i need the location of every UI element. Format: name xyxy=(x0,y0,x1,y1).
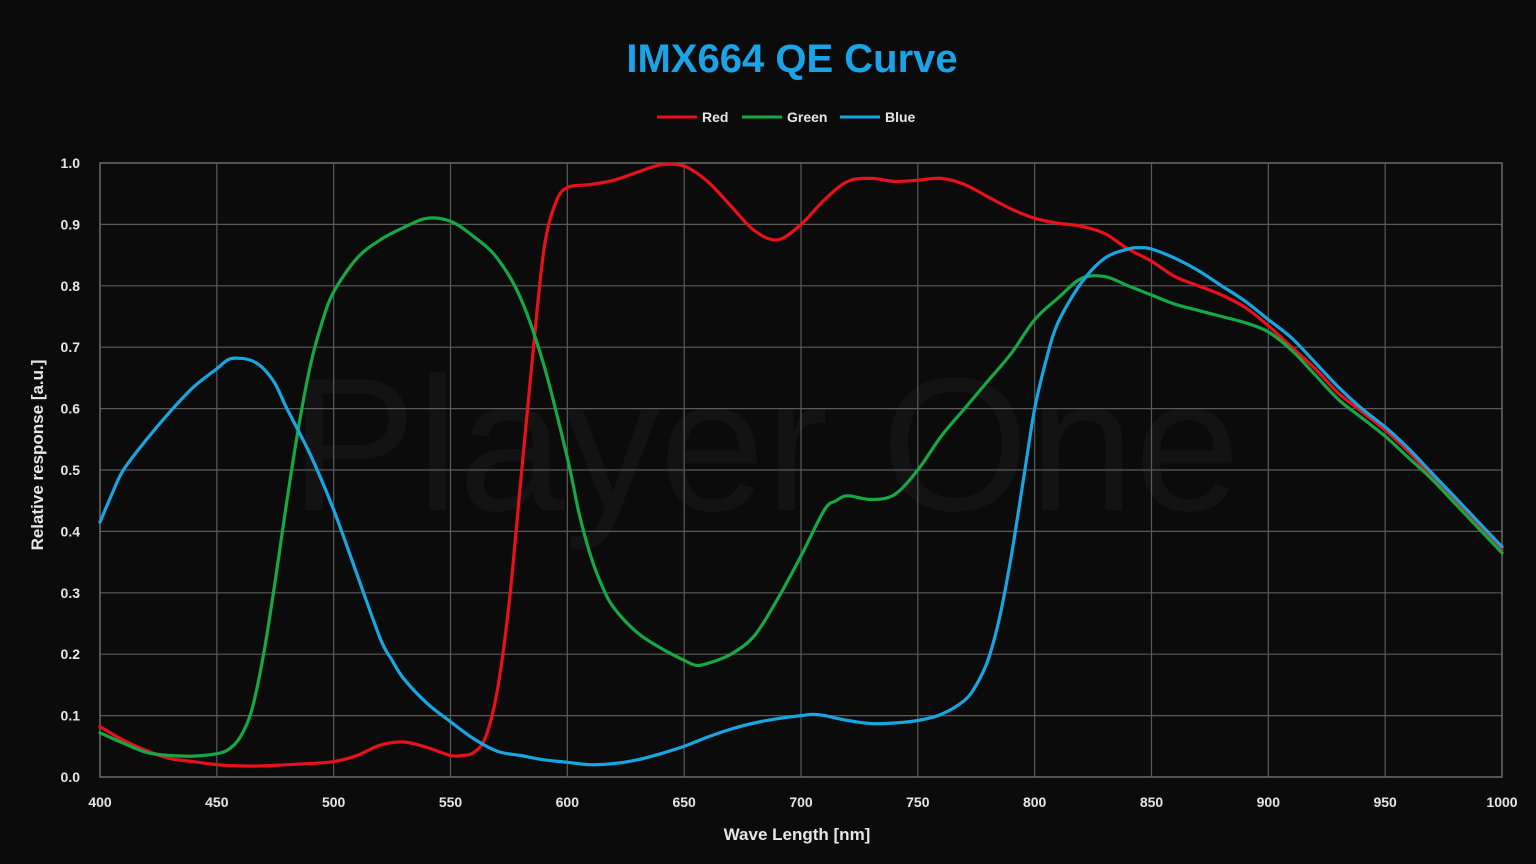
y-axis-label: Relative response [a.u.] xyxy=(28,360,47,551)
x-tick-label: 400 xyxy=(88,794,112,810)
series-line-blue xyxy=(98,246,1504,767)
y-tick-label: 0.7 xyxy=(61,339,81,355)
series-lines xyxy=(98,162,1504,768)
x-tick-label: 750 xyxy=(906,794,930,810)
y-tick-label: 0.0 xyxy=(61,769,81,785)
x-tick-label: 600 xyxy=(556,794,580,810)
grid xyxy=(99,162,1503,778)
x-tick-label: 900 xyxy=(1257,794,1281,810)
x-axis-label: Wave Length [nm] xyxy=(724,825,871,844)
legend-label-blue: Blue xyxy=(885,109,916,125)
legend-label-red: Red xyxy=(702,109,728,125)
chart-title: IMX664 QE Curve xyxy=(626,37,957,81)
series-line-green xyxy=(98,216,1504,758)
y-tick-label: 0.2 xyxy=(61,646,81,662)
x-tick-label: 700 xyxy=(789,794,813,810)
legend: Red Green Blue xyxy=(657,109,916,125)
plot-frame xyxy=(99,162,1503,778)
x-tick-label: 650 xyxy=(672,794,696,810)
x-tick-label: 950 xyxy=(1373,794,1397,810)
x-tick-label: 800 xyxy=(1023,794,1047,810)
y-tick-label: 0.5 xyxy=(61,462,81,478)
x-axis-ticks: 400 450 500 550 600 650 700 750 800 850 900 950 1000 xyxy=(88,794,1517,810)
y-tick-label: 0.6 xyxy=(61,401,81,417)
y-axis-ticks: 0.0 0.1 0.2 0.3 0.4 0.5 0.6 0.7 0.8 0.9 1.0 xyxy=(61,155,81,785)
x-tick-label: 550 xyxy=(439,794,463,810)
x-tick-label: 850 xyxy=(1140,794,1164,810)
series-line-red xyxy=(98,162,1504,768)
watermark-text: Player One xyxy=(290,339,1240,551)
x-tick-label: 450 xyxy=(205,794,229,810)
x-tick-label: 500 xyxy=(322,794,346,810)
y-tick-label: 0.8 xyxy=(61,278,81,294)
legend-label-green: Green xyxy=(787,109,827,125)
x-tick-label: 1000 xyxy=(1486,794,1517,810)
y-tick-label: 0.9 xyxy=(61,216,81,232)
y-tick-label: 0.3 xyxy=(61,585,81,601)
y-tick-label: 1.0 xyxy=(61,155,81,171)
y-tick-label: 0.1 xyxy=(61,708,81,724)
y-tick-label: 0.4 xyxy=(61,523,81,539)
